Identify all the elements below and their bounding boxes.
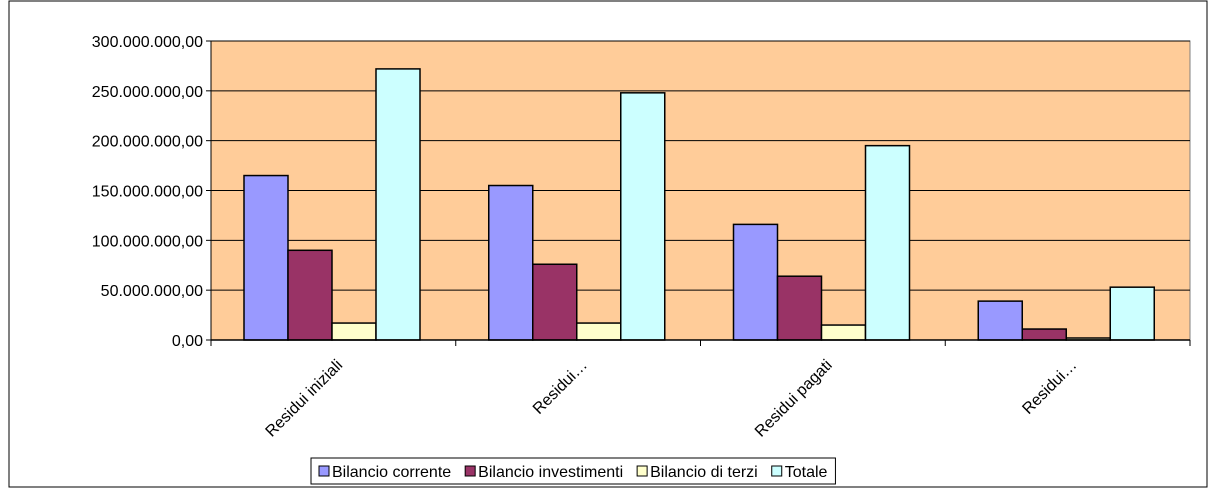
y-tick-label: 300.000.000,00 xyxy=(92,34,203,51)
gridlines xyxy=(206,40,1190,341)
legend-label: Bilancio di terzi xyxy=(650,464,758,481)
legend-box xyxy=(310,457,836,485)
legend-swatch xyxy=(771,465,783,477)
bars xyxy=(243,68,1155,341)
bar xyxy=(331,322,377,341)
bar xyxy=(977,300,1023,341)
bar xyxy=(576,322,622,341)
legend-label: Bilancio investimenti xyxy=(478,464,623,481)
bar xyxy=(864,144,911,341)
bar xyxy=(620,92,666,341)
y-tick-label: 50.000.000,00 xyxy=(101,283,203,300)
legend-swatch xyxy=(464,465,476,477)
bar xyxy=(375,68,421,341)
y-tick-label: 100.000.000,00 xyxy=(92,233,203,250)
y-tick-label: 0,00 xyxy=(172,333,203,350)
y-tick-label: 150.000.000,00 xyxy=(92,184,203,201)
legend-swatch xyxy=(636,465,648,477)
legend-label: Bilancio corrente xyxy=(332,464,451,481)
bar xyxy=(243,174,289,341)
y-axis-tick-labels: 0,00 50.000.000,00 100.000.000,00 150.000.0… xyxy=(92,34,203,350)
legend: Bilancio corrente Bilancio investimenti Bi… xyxy=(310,457,836,485)
axes xyxy=(210,41,1191,346)
bar xyxy=(287,249,333,341)
y-tick-label: 200.000.000,00 xyxy=(92,134,203,151)
legend-swatch xyxy=(318,465,330,477)
bar xyxy=(732,223,779,341)
bar xyxy=(1109,286,1155,341)
bar xyxy=(532,263,578,341)
bar xyxy=(776,275,823,341)
bar xyxy=(820,324,867,341)
y-tick-label: 250.000.000,00 xyxy=(92,84,203,101)
bar xyxy=(1021,328,1067,341)
bar xyxy=(488,184,534,341)
legend-label: Totale xyxy=(785,464,828,481)
